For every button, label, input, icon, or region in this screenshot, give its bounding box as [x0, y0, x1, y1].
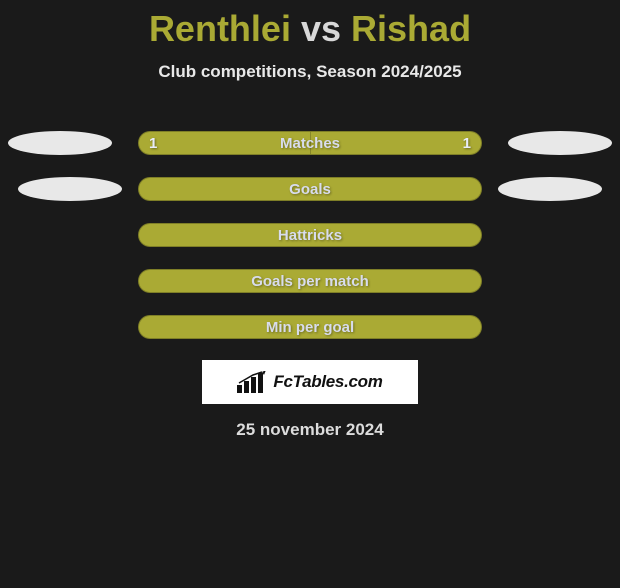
ellipse-decor: [498, 177, 602, 201]
stat-pill: Min per goal: [138, 315, 482, 339]
stat-label: Goals per match: [251, 273, 369, 290]
chart-bars-icon: [237, 371, 267, 393]
stat-pill: Goals: [138, 177, 482, 201]
subtitle: Club competitions, Season 2024/2025: [0, 62, 620, 82]
ellipse-decor: [18, 177, 122, 201]
player1-name: Renthlei: [149, 8, 291, 49]
stat-label: Min per goal: [266, 319, 354, 336]
date-text: 25 november 2024: [0, 420, 620, 440]
stat-pill: 1 Matches 1: [138, 131, 482, 155]
stat-row-goals-per-match: Goals per match: [0, 258, 620, 304]
vs-text: vs: [301, 8, 341, 49]
stat-row-hattricks: Hattricks: [0, 212, 620, 258]
stat-pill: Hattricks: [138, 223, 482, 247]
page-title: Renthlei vs Rishad: [0, 8, 620, 50]
player2-name: Rishad: [351, 8, 471, 49]
ellipse-decor: [8, 131, 112, 155]
stat-pill: Goals per match: [138, 269, 482, 293]
stat-label: Goals: [289, 181, 331, 198]
stat-row-matches: 1 Matches 1: [0, 120, 620, 166]
stat-label: Matches: [139, 135, 481, 152]
ellipse-decor: [508, 131, 612, 155]
stats-rows: 1 Matches 1 Goals Hattricks Goals per ma…: [0, 120, 620, 350]
stat-label: Hattricks: [278, 227, 342, 244]
stat-row-min-per-goal: Min per goal: [0, 304, 620, 350]
brand-box: FcTables.com: [202, 360, 418, 404]
stat-row-goals: Goals: [0, 166, 620, 212]
brand-text: FcTables.com: [273, 372, 382, 392]
